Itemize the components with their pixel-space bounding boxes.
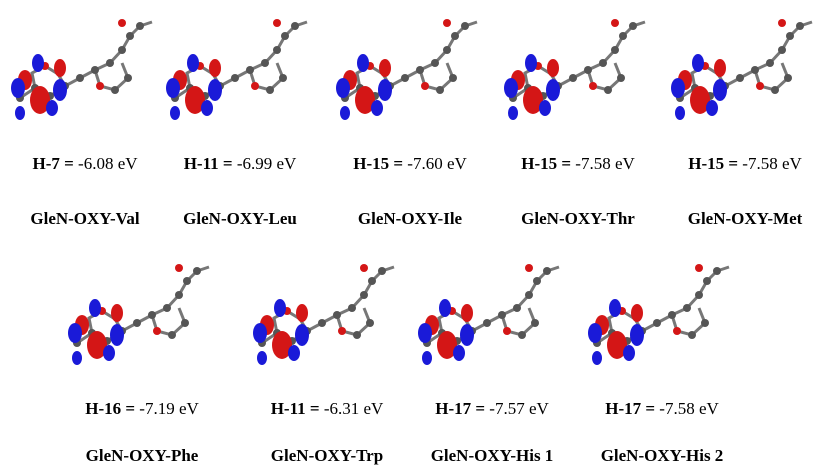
panel: H-15 = -7.60 eV GleN-OXY-Ile <box>336 19 477 228</box>
orbital-label: H-15 = -7.58 eV <box>688 154 802 173</box>
compound-name: GleN-OXY-Ile <box>358 209 463 228</box>
panel: H-15 = -7.58 eV GleN-OXY-Thr <box>504 19 645 228</box>
panel: H-7 = -6.08 eV GleN-OXY-Val <box>11 19 152 228</box>
orbital-label: H-11 = -6.99 eV <box>184 154 297 173</box>
orbital-name: H-7 = <box>32 154 73 173</box>
orbital-name: H-15 = <box>521 154 571 173</box>
compound-name: GleN-OXY-Met <box>688 209 803 228</box>
orbital-energy: -7.19 eV <box>139 399 199 418</box>
orbital-image <box>418 264 559 365</box>
compound-name: GleN-OXY-Thr <box>521 209 635 228</box>
orbital-name: H-15 = <box>688 154 738 173</box>
panel: H-17 = -7.57 eV GleN-OXY-His 1 <box>418 264 559 465</box>
panel: H-11 = -6.99 eV GleN-OXY-Leu <box>166 19 307 228</box>
orbital-energy: -7.60 eV <box>407 154 467 173</box>
orbital-label: H-11 = -6.31 eV <box>271 399 384 418</box>
orbital-image <box>336 19 477 120</box>
compound-name: GleN-OXY-His 1 <box>431 446 554 465</box>
panel: H-15 = -7.58 eV GleN-OXY-Met <box>671 19 812 228</box>
figure: H-7 = -6.08 eV GleN-OXY-Val H-11 = -6.99 e… <box>0 0 817 465</box>
panel: H-17 = -7.58 eV GleN-OXY-His 2 <box>588 264 729 465</box>
orbital-label: H-17 = -7.57 eV <box>435 399 549 418</box>
compound-name: GleN-OXY-Trp <box>271 446 383 465</box>
orbital-image <box>253 264 394 365</box>
orbital-energy: -6.31 eV <box>324 399 384 418</box>
orbital-name: H-17 = <box>605 399 655 418</box>
orbital-image <box>671 19 812 120</box>
orbital-label: H-17 = -7.58 eV <box>605 399 719 418</box>
orbital-label: H-7 = -6.08 eV <box>32 154 138 173</box>
orbital-label: H-15 = -7.60 eV <box>353 154 467 173</box>
orbital-image <box>11 19 152 120</box>
orbital-energy: -6.08 eV <box>78 154 138 173</box>
compound-name: GleN-OXY-Val <box>30 209 140 228</box>
orbital-name: H-16 = <box>85 399 135 418</box>
orbital-name: H-15 = <box>353 154 403 173</box>
panel: H-16 = -7.19 eV GleN-OXY-Phe <box>68 264 209 465</box>
orbital-energy: -7.58 eV <box>575 154 635 173</box>
panel: H-11 = -6.31 eV GleN-OXY-Trp <box>253 264 394 465</box>
orbital-energy: -7.57 eV <box>489 399 549 418</box>
orbital-name: H-17 = <box>435 399 485 418</box>
orbital-energy: -7.58 eV <box>659 399 719 418</box>
orbital-label: H-15 = -7.58 eV <box>521 154 635 173</box>
compound-name: GleN-OXY-Leu <box>183 209 297 228</box>
compound-name: GleN-OXY-His 2 <box>601 446 724 465</box>
orbital-name: H-11 = <box>184 154 233 173</box>
orbital-energy: -6.99 eV <box>237 154 297 173</box>
orbital-energy: -7.58 eV <box>742 154 802 173</box>
compound-name: GleN-OXY-Phe <box>86 446 199 465</box>
orbital-image <box>588 264 729 365</box>
orbital-label: H-16 = -7.19 eV <box>85 399 199 418</box>
orbital-image <box>166 19 307 120</box>
orbital-name: H-11 = <box>271 399 320 418</box>
orbital-image <box>68 264 209 365</box>
orbital-image <box>504 19 645 120</box>
